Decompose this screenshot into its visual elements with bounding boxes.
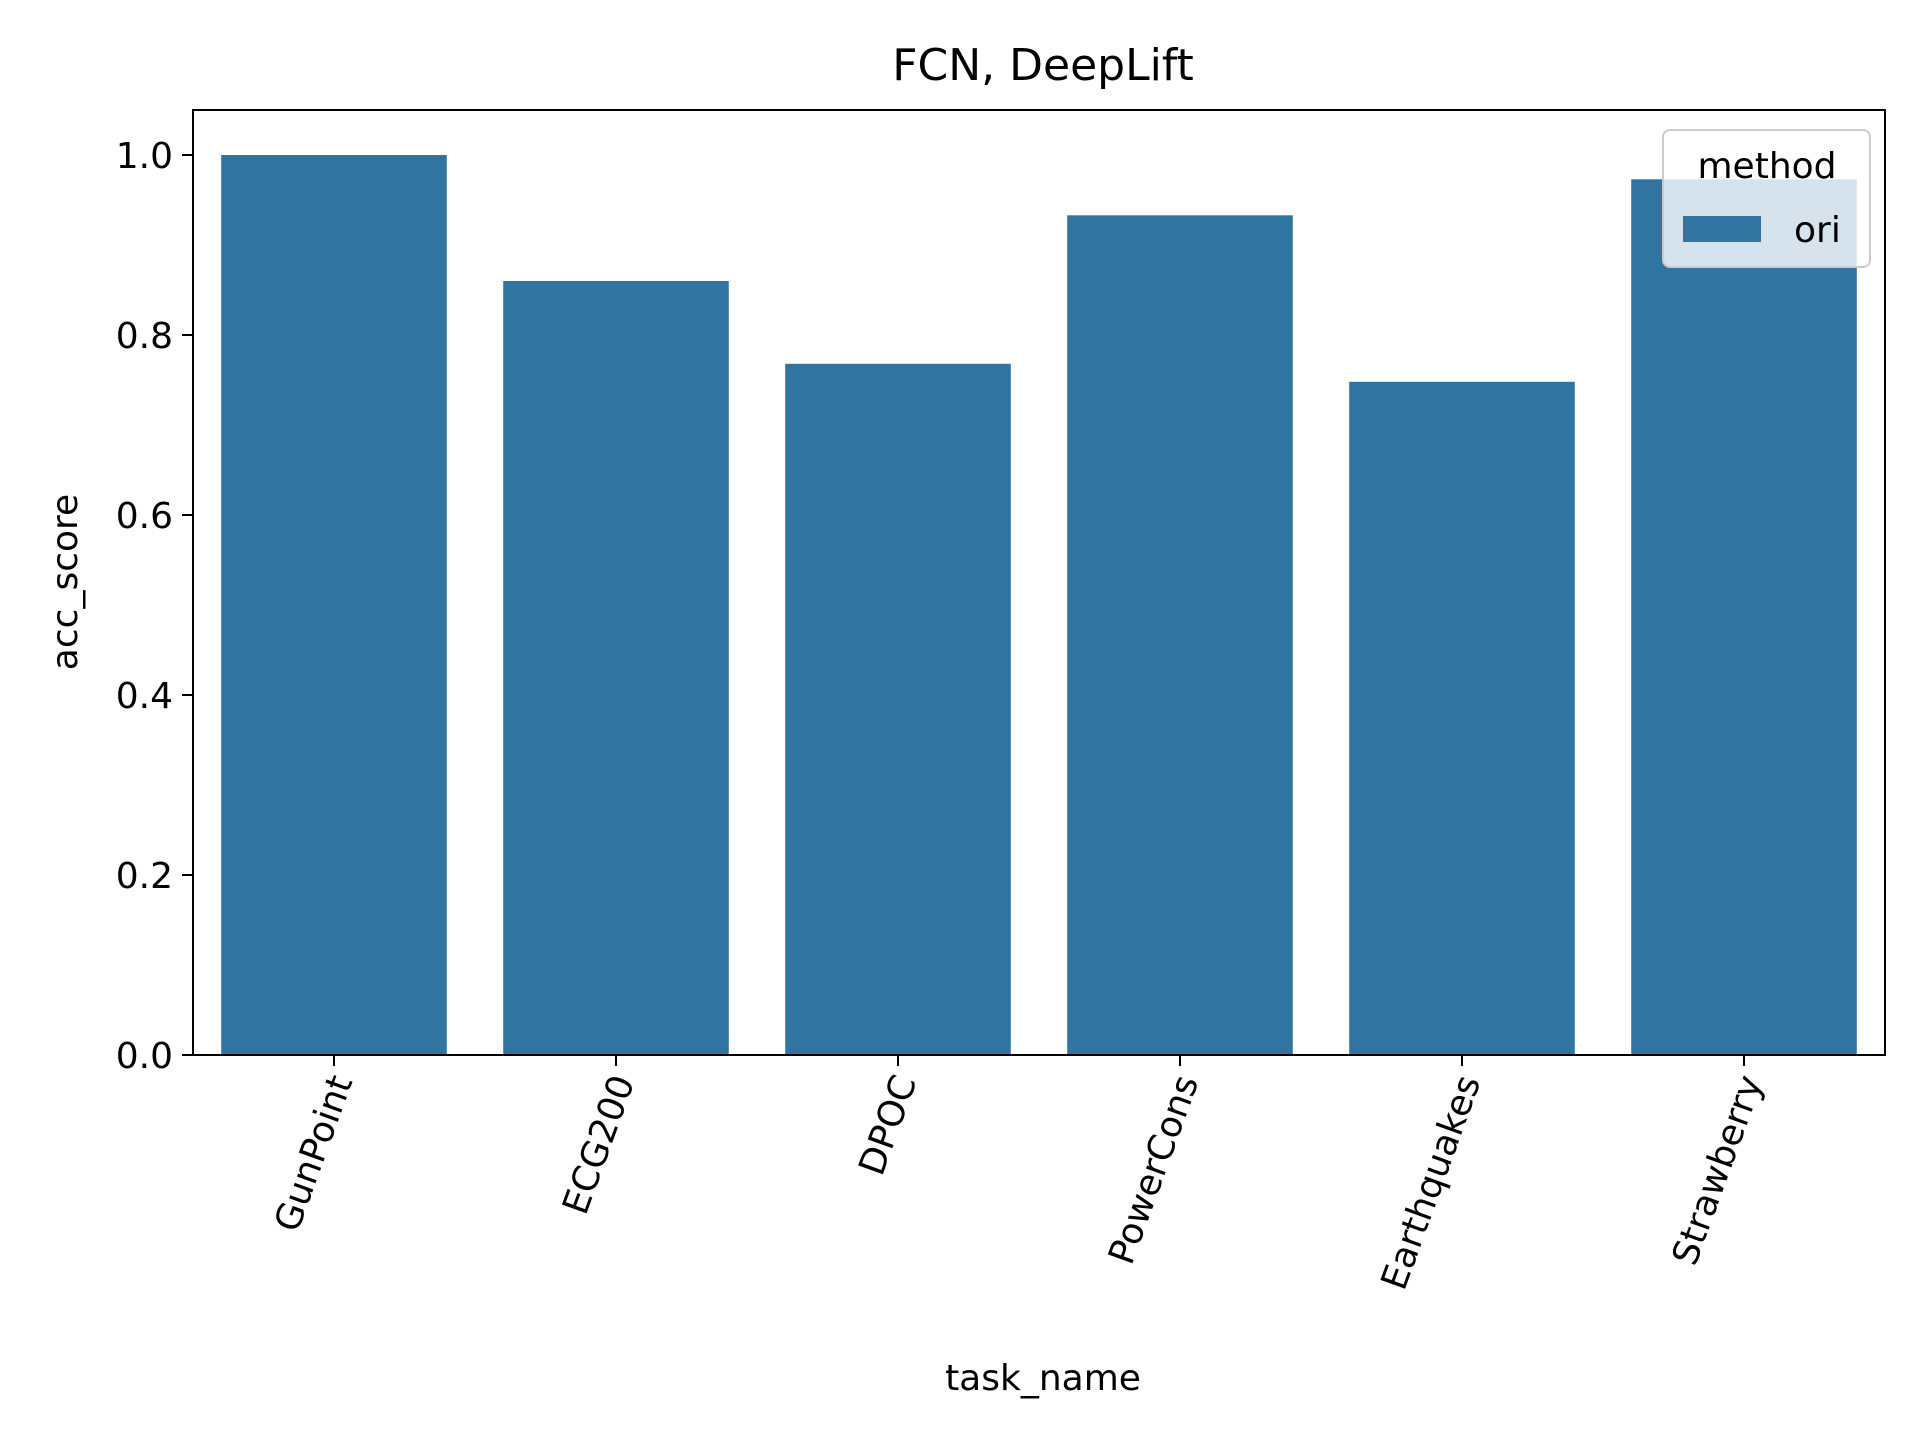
y-tick-label: 0.0 <box>116 1036 173 1077</box>
y-tick-label: 0.2 <box>116 856 173 897</box>
chart-title: FCN, DeepLift <box>892 40 1194 91</box>
bar-powercons <box>1067 215 1293 1056</box>
y-tick-label: 0.6 <box>116 496 173 537</box>
bar-gunpoint <box>221 155 447 1055</box>
y-axis-label: acc_score <box>45 494 86 670</box>
bar-earthquakes <box>1349 381 1575 1055</box>
x-axis-label: task_name <box>945 1358 1141 1399</box>
bar-dpoc <box>785 363 1011 1055</box>
y-tick-label: 1.0 <box>116 136 173 177</box>
bar-strawberry <box>1631 179 1857 1056</box>
bars-group <box>221 155 1857 1056</box>
legend-swatch <box>1683 216 1761 242</box>
bar-ecg200 <box>503 281 729 1055</box>
legend: method ori <box>1662 129 1871 268</box>
y-tick-label: 0.8 <box>116 316 173 357</box>
legend-title: method <box>1697 146 1836 187</box>
y-tick-label: 0.4 <box>116 676 173 717</box>
legend-label: ori <box>1794 210 1841 251</box>
plot-frame <box>192 109 1886 1056</box>
y-axis: 0.0 0.2 0.4 0.6 0.8 1.0 <box>116 136 193 1077</box>
